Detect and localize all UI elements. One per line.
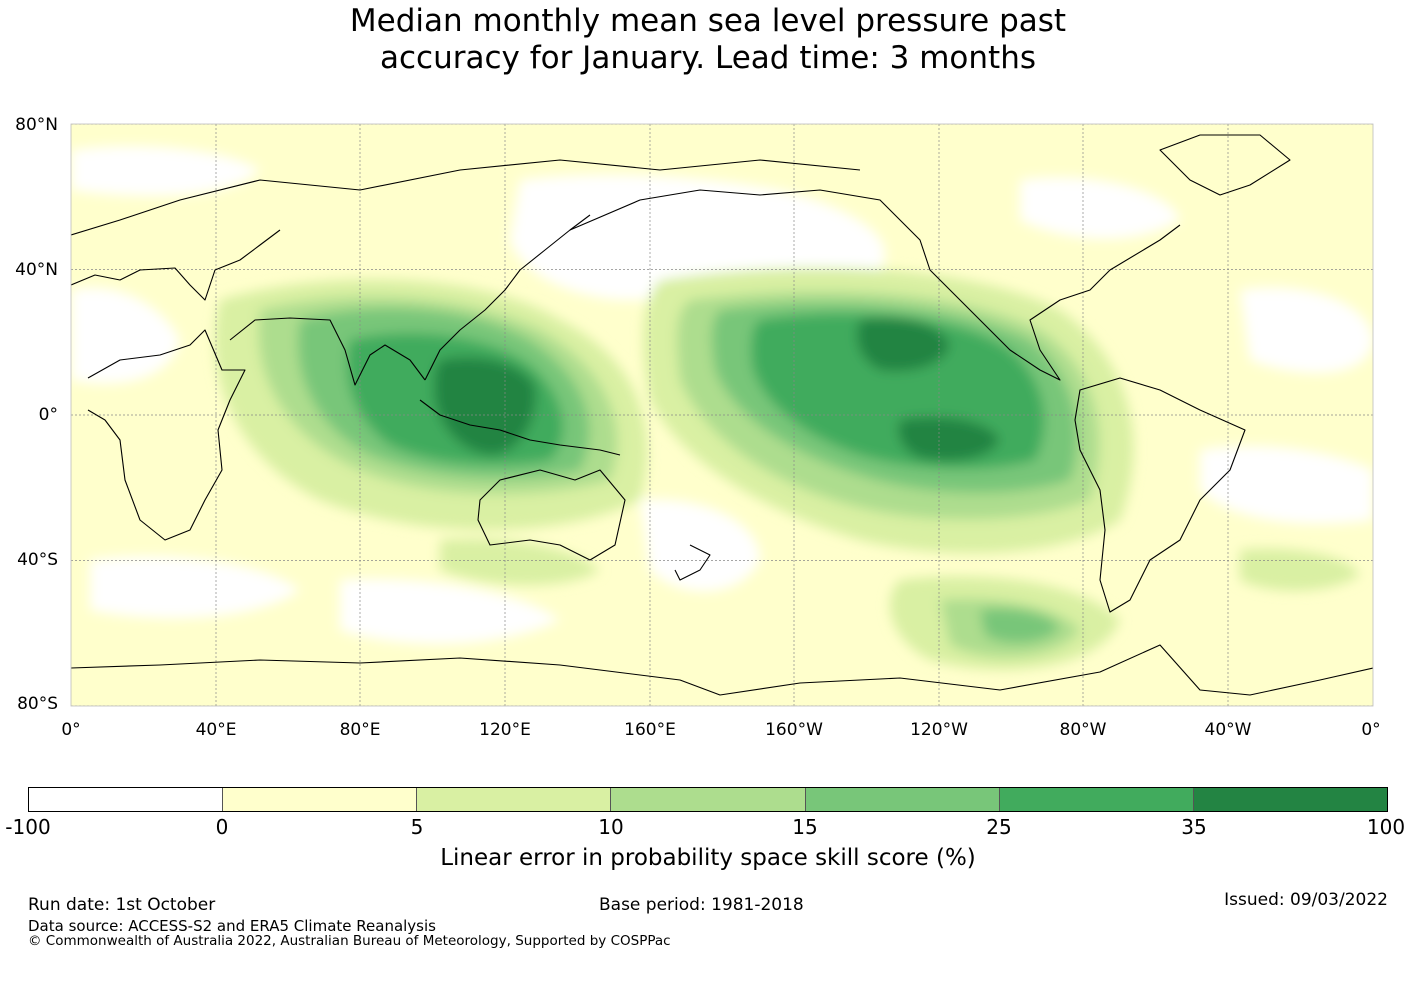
colorbar-label: Linear error in probability space skill … — [440, 845, 976, 871]
lat-label-40s: 40°S — [17, 550, 58, 570]
colorbar-tick: -100 — [5, 815, 51, 839]
north-america-coast — [569, 189, 1181, 381]
colorbar-segment — [29, 788, 223, 811]
lon-label-80w: 80°W — [1059, 720, 1107, 740]
colorbar-tick: 0 — [215, 815, 229, 839]
skill-shading — [71, 146, 1373, 670]
lat-label-80n: 80°N — [15, 115, 58, 135]
europe-coast — [71, 229, 281, 301]
colorbar-tick: 25 — [986, 815, 1012, 839]
chart-title-line-2: accuracy for January. Lead time: 3 month… — [379, 40, 1036, 76]
lon-label-160w: 160°W — [765, 720, 823, 740]
south-america-coast — [1074, 377, 1246, 613]
colorbar-tick: 5 — [410, 815, 424, 839]
antarctica-coast — [71, 644, 1373, 696]
colorbar — [28, 787, 1388, 812]
lat-label-equator: 0° — [38, 405, 58, 425]
data-source: Data source: ACCESS-S2 and ERA5 Climate … — [28, 917, 436, 935]
lon-label-160e: 160°E — [624, 720, 676, 740]
colorbar-segment — [998, 788, 1193, 811]
australia-coast — [477, 469, 626, 561]
colorbar-segment — [804, 788, 999, 811]
skill-score-map — [70, 123, 1374, 707]
coastlines — [71, 134, 1373, 696]
east-asia-coast — [424, 214, 591, 381]
maritime-continent-coast — [419, 399, 621, 456]
greenland-coast — [1159, 134, 1291, 196]
colorbar-tick: 15 — [792, 815, 818, 839]
copyright-notice: © Commonwealth of Australia 2022, Austra… — [28, 933, 671, 949]
chart-title-line-1: Median monthly mean sea level pressure p… — [349, 3, 1067, 39]
graticule — [71, 124, 1373, 706]
colorbar-segment — [416, 788, 611, 811]
colorbar-tick: 100 — [1366, 815, 1406, 839]
new-zealand-coast — [674, 544, 711, 581]
lon-label-40e: 40°E — [195, 720, 237, 740]
arctic-coast — [71, 159, 861, 236]
lon-label-80e: 80°E — [339, 720, 381, 740]
run-date: Run date: 1st October — [28, 895, 216, 915]
lon-label-120e: 120°E — [479, 720, 531, 740]
lon-label-0-right: 0° — [1361, 720, 1381, 740]
colorbar-segment — [1192, 788, 1387, 811]
colorbar-segment — [222, 788, 417, 811]
base-period: Base period: 1981-2018 — [599, 895, 804, 915]
lon-label-0-left: 0° — [61, 720, 81, 740]
lon-label-120w: 120°W — [910, 720, 968, 740]
lat-label-40n: 40°N — [15, 260, 58, 280]
lon-label-40w: 40°W — [1204, 720, 1252, 740]
issued-date: Issued: 09/03/2022 — [1224, 890, 1388, 910]
arabia-india-coast — [229, 317, 426, 386]
colorbar-segment — [610, 788, 805, 811]
lat-label-80s: 80°S — [17, 694, 58, 714]
africa-coast — [87, 329, 246, 541]
colorbar-tick: 10 — [598, 815, 624, 839]
colorbar-tick: 35 — [1181, 815, 1207, 839]
